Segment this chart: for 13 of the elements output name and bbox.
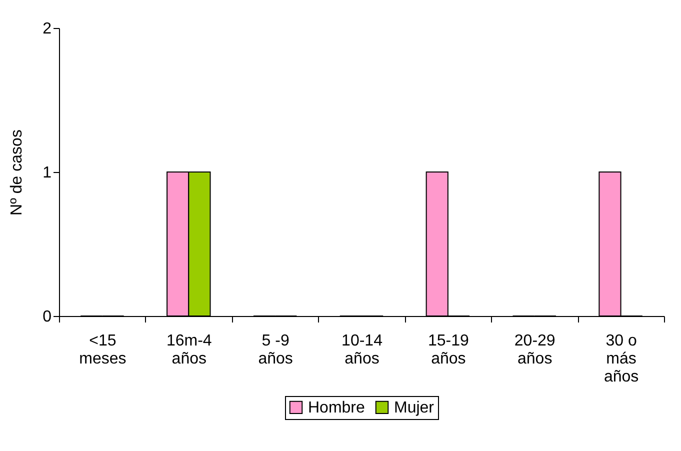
x-tick-label: <15 meses [79,332,126,368]
x-tick-label: 10-14 años [342,332,383,368]
legend-label: Mujer [394,399,435,416]
y-tick-label: 0 [42,308,52,326]
x-tick-label: 20-29 años [514,332,556,368]
y-tick-label: 2 [42,20,52,38]
x-tick-label: 15-19 años [428,332,469,368]
legend-label: Hombre [308,399,366,416]
x-tick-label: 5 -9 años [258,332,293,368]
x-tick-label: 30 o más años [604,332,639,386]
y-axis-title: Nº de casos [8,130,26,216]
x-tick-label: 16m-4 años [166,332,212,368]
y-tick-label: 1 [42,164,52,182]
